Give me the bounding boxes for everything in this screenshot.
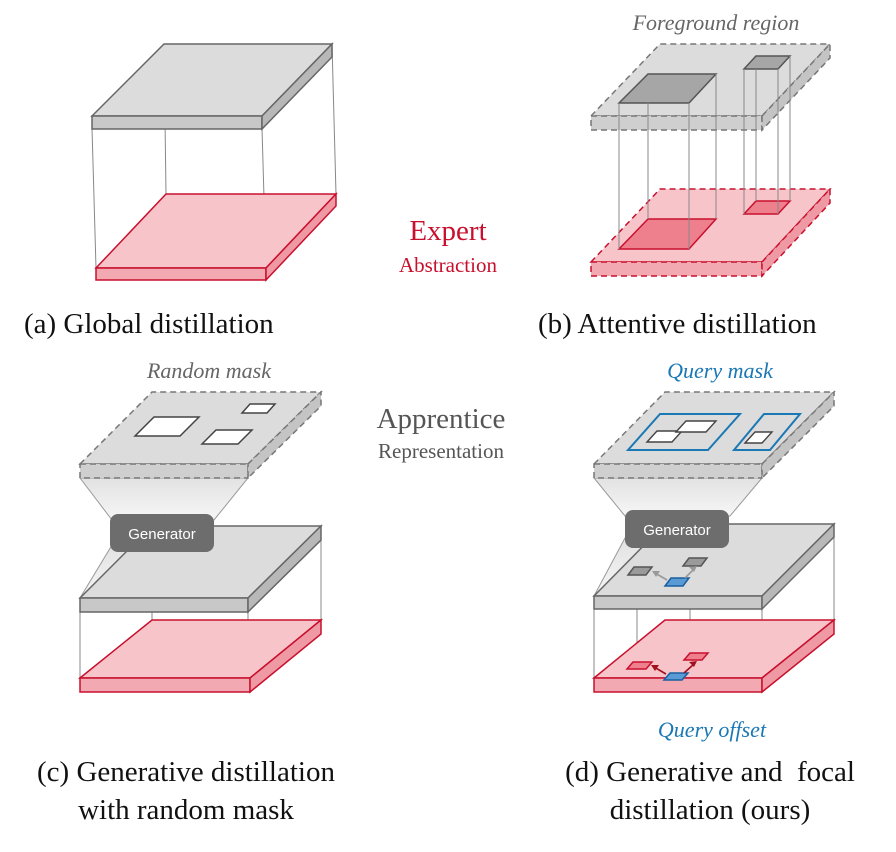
query-mask-region [625, 413, 743, 451]
masked-feature-slab [78, 390, 323, 480]
caption-a: (a) Global distillation [24, 308, 274, 340]
caption-c-line1: (c) Generative distillation [37, 756, 335, 788]
caption-b: (b) Attentive distillation [538, 308, 817, 340]
query-anchor-apprentice [663, 577, 691, 587]
legend-expert: Expert [409, 215, 486, 247]
random-mask-patch [133, 416, 201, 437]
query-mask-label: Query mask [667, 358, 774, 383]
generator-block: Generator [110, 514, 214, 552]
panel-generative-focal-distillation: Query mask [565, 358, 855, 826]
generator-input-funnel [78, 477, 250, 521]
random-mask-patch [240, 403, 277, 414]
expert-feature-slab [77, 618, 324, 694]
generator-block: Generator [625, 510, 729, 548]
query-mask-region [731, 413, 803, 451]
arrow-head [651, 665, 659, 671]
legend-apprentice: Apprentice [377, 403, 506, 435]
panel-generative-distillation-random-mask: Random mask Generator [37, 358, 335, 826]
expert-feature-slab [94, 192, 338, 282]
arrow-head [689, 661, 697, 667]
query-mask-patch [743, 431, 774, 444]
expert-feature-slab [591, 618, 837, 694]
arrow-head [689, 566, 697, 572]
query-offset-label: Query offset [658, 717, 767, 742]
offset-arrow [683, 663, 695, 674]
query-point-apprentice [681, 557, 709, 567]
query-point-expert [625, 661, 654, 670]
caption-c-line2: with random mask [78, 794, 294, 826]
apprentice-feature-slab-dashed [589, 42, 832, 132]
legend: Expert Abstraction Apprentice Representa… [377, 215, 506, 463]
generator-label: Generator [128, 526, 196, 543]
query-point-expert [682, 652, 710, 661]
random-mask-patch [200, 429, 254, 445]
caption-d-line1: (d) Generative and focal [565, 756, 855, 788]
foreground-region-label: Foreground region [632, 10, 800, 35]
legend-representation: Representation [378, 439, 504, 463]
random-mask-label: Random mask [146, 358, 272, 383]
arrow-head [652, 571, 660, 577]
query-point-apprentice [626, 566, 654, 576]
query-mask-patch [674, 420, 718, 433]
caption-d-line2: distillation (ours) [610, 794, 811, 826]
query-masked-feature-slab [592, 390, 836, 480]
expert-feature-slab-dashed [589, 187, 832, 278]
query-anchor-expert [662, 672, 690, 681]
generator-label: Generator [643, 522, 711, 539]
apprentice-feature-slab [90, 42, 334, 131]
panel-attentive-distillation: Foreground region (b) Att [538, 10, 832, 340]
legend-abstraction: Abstraction [399, 253, 497, 277]
panel-global-distillation: (a) Global distillation [24, 42, 338, 340]
projection-lines [618, 56, 791, 249]
